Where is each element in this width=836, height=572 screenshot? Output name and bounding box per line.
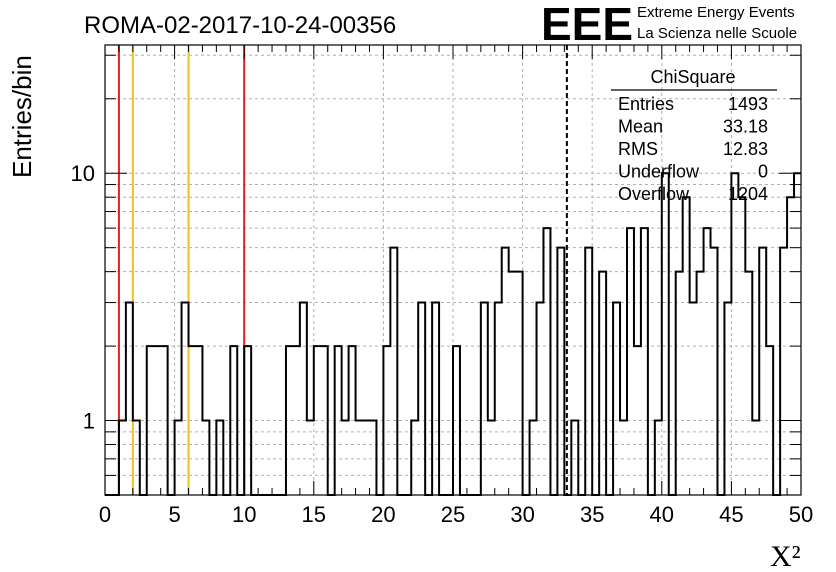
x-axis-label: X² [770,540,801,572]
stats-value: 33.18 [723,117,768,137]
stats-value: 12.83 [723,139,768,159]
x-tick-label: 0 [99,502,111,527]
x-tick-label: 35 [580,502,604,527]
stats-title: ChiSquare [650,67,735,87]
x-tick-label: 15 [302,502,326,527]
x-tick-label: 20 [371,502,395,527]
stats-value: 1493 [728,94,768,114]
x-tick-label: 40 [650,502,674,527]
reference-lines [117,45,568,495]
tick-labels: 0 5 10 15 20 25 30 35 40 45 50 1 10 [71,161,814,527]
x-tick-label: 5 [168,502,180,527]
run-title: ROMA-02-2017-10-24-00356 [84,12,396,39]
y-axis-label: Entries/bin [7,55,37,178]
logo-text: EEE [541,0,633,50]
y-tick-label: 10 [71,161,95,186]
y-tick-label: 1 [83,409,95,434]
stats-label: Overflow [618,184,690,204]
x-tick-label: 10 [232,502,256,527]
stats-label: Mean [618,117,663,137]
eee-logo: EEE Extreme Energy Events La Scienza nel… [541,0,797,50]
stats-label: RMS [618,139,658,159]
stats-value: 0 [758,162,768,182]
logo-line-1: Extreme Energy Events [637,4,795,21]
x-tick-label: 45 [719,502,743,527]
stats-value: 1204 [728,184,768,204]
stats-label: Entries [618,94,674,114]
x-tick-label: 50 [789,502,813,527]
stats-box: ChiSquare Entries 1493 Mean 33.18 RMS 12.83 Un… [611,67,777,204]
x-tick-label: 25 [441,502,465,527]
x-tick-label: 30 [510,502,534,527]
logo-line-2: La Scienza nelle Scuole [637,25,797,42]
axis-ticks [104,45,802,496]
stats-label: Underflow [618,162,700,182]
